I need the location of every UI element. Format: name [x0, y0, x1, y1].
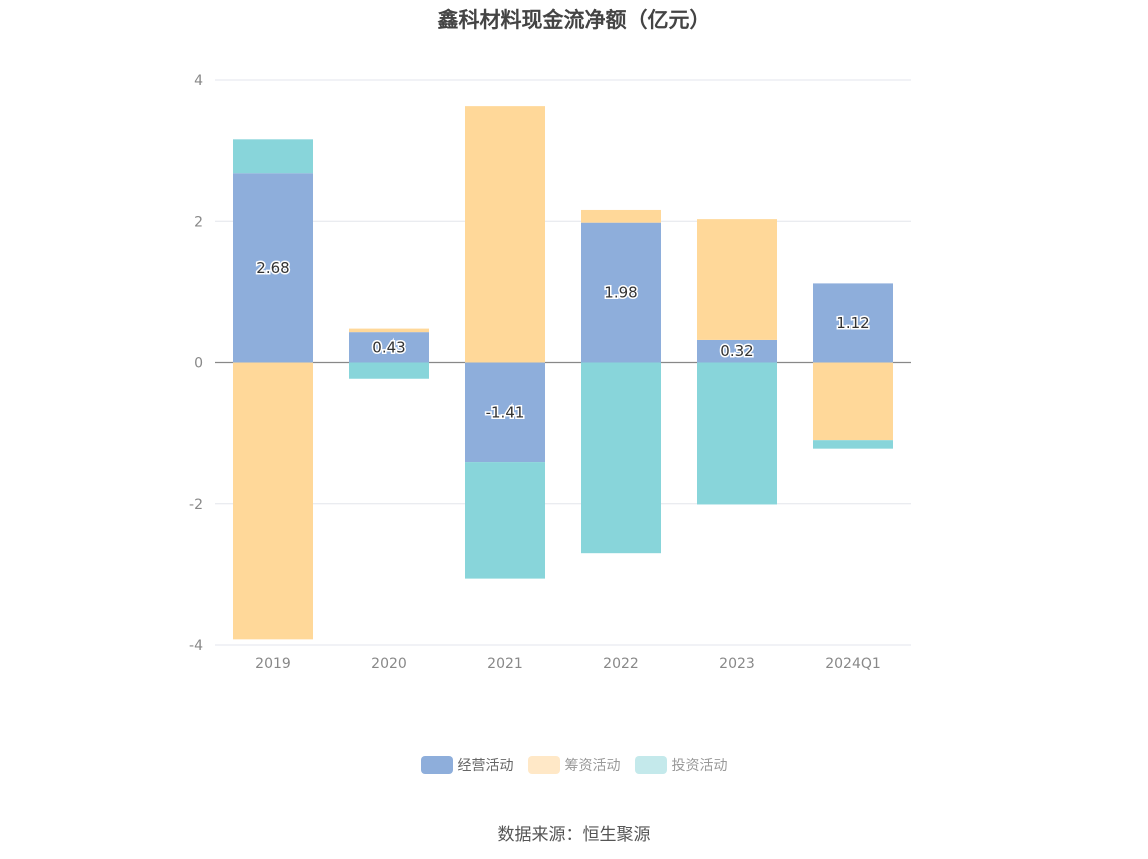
x-tick-label: 2020 [371, 656, 407, 672]
chart-title: 鑫科材料现金流净额（亿元） [437, 8, 711, 32]
bar-segment [697, 362, 777, 505]
legend-item-financing[interactable]: 筹资活动 [527, 755, 621, 775]
bar-segment [581, 222, 661, 363]
legend-swatch-investing [634, 756, 667, 774]
y-tick-label: -2 [189, 497, 203, 513]
x-tick-label: 2024Q1 [825, 656, 881, 672]
data-label: -1.41 [486, 403, 525, 421]
bar-segment [465, 462, 545, 579]
bar-segment [581, 362, 661, 554]
bar-segment [233, 173, 313, 363]
cash-flow-chart: 4 2 0 -2 -4 2019 2020 2021 2022 2023 2024Q1 2.68 0.4… [189, 73, 911, 672]
bar-segment [697, 219, 777, 340]
bar-segment [465, 106, 545, 363]
bar-segment [813, 362, 893, 441]
bar-segment [349, 332, 429, 363]
legend-swatch-operating [420, 756, 453, 774]
bar-segment [697, 339, 777, 363]
x-tick-label: 2019 [255, 656, 291, 672]
y-tick-label: 0 [194, 356, 203, 372]
data-label: 1.12 [836, 314, 869, 332]
data-label: 0.32 [720, 342, 753, 360]
y-tick-label: 2 [194, 214, 203, 230]
legend-label-investing: 投资活动 [671, 758, 728, 774]
bar-segment [349, 362, 429, 379]
legend-swatch-financing [527, 756, 560, 774]
data-label: 2.68 [256, 259, 289, 277]
bar-segment [813, 283, 893, 363]
bar-segment [465, 362, 545, 463]
legend-label-financing: 筹资活动 [564, 758, 621, 774]
legend-label-operating: 经营活动 [457, 758, 514, 774]
x-tick-label: 2023 [719, 656, 755, 672]
legend: 经营活动 筹资活动 投资活动 [0, 755, 1148, 775]
legend-item-operating[interactable]: 经营活动 [420, 755, 514, 775]
x-tick-label: 2022 [603, 656, 639, 672]
data-label: 0.43 [372, 338, 405, 356]
x-tick-label: 2021 [487, 656, 523, 672]
bar-segment [813, 440, 893, 449]
bar-segment [233, 362, 313, 640]
data-source: 数据来源：恒生聚源 [497, 825, 651, 845]
y-tick-label: -4 [189, 638, 203, 654]
data-label: 1.98 [604, 284, 637, 302]
bar-segment [581, 209, 661, 223]
y-tick-label: 4 [194, 73, 203, 89]
bar-segment [233, 139, 313, 174]
bar-segment [349, 328, 429, 333]
legend-item-investing[interactable]: 投资活动 [634, 755, 728, 775]
